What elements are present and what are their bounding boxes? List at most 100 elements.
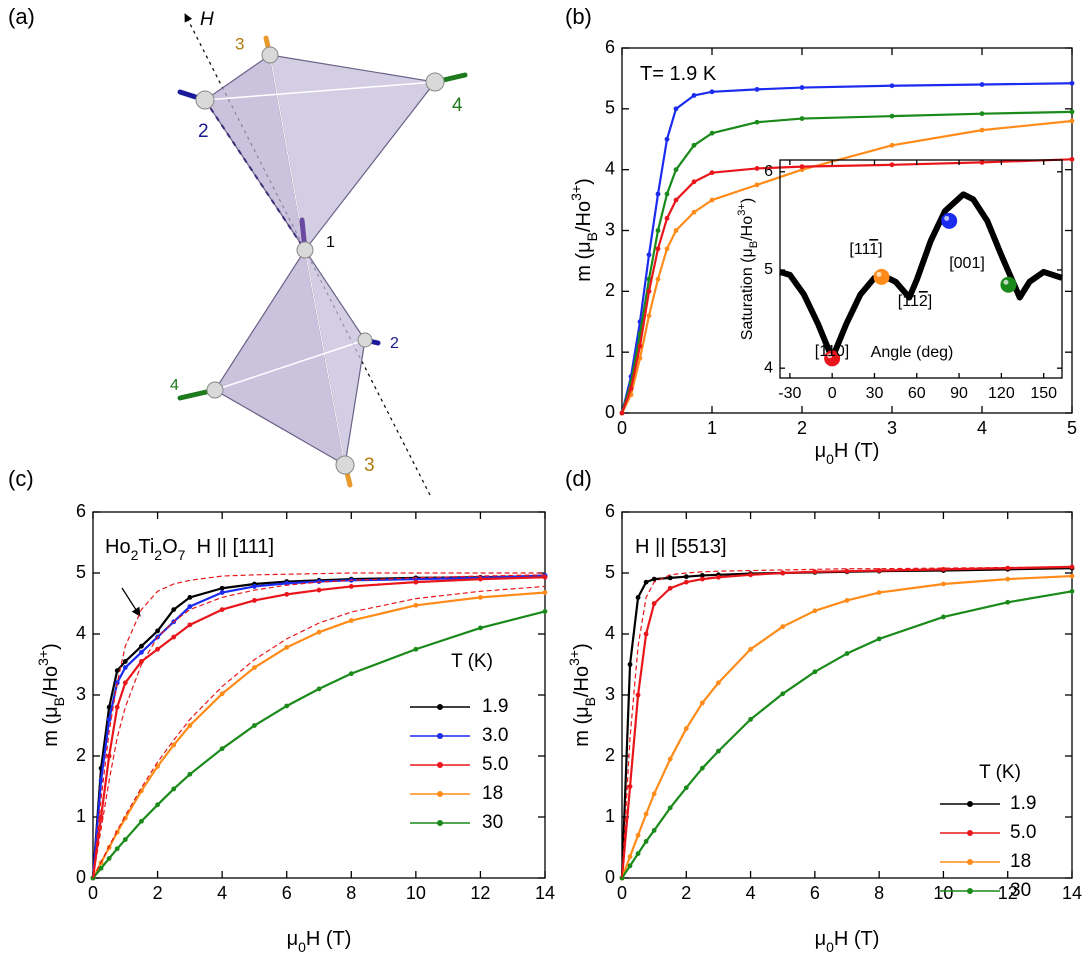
data-point xyxy=(478,576,483,582)
x-tick-label: 4 xyxy=(217,883,227,903)
text-segment: B xyxy=(582,697,598,706)
x-tick-label: 12 xyxy=(470,883,490,903)
data-line xyxy=(91,576,546,879)
text-segment: ) xyxy=(571,643,593,650)
x-tick-label: 6 xyxy=(282,883,292,903)
data-point xyxy=(646,313,652,319)
data-point xyxy=(979,82,985,87)
data-point xyxy=(655,246,661,252)
atom xyxy=(296,241,314,259)
data-point xyxy=(284,591,290,597)
data-point xyxy=(889,113,895,119)
text-segment: 7 xyxy=(178,547,186,563)
data-point xyxy=(284,703,290,709)
text-segment: Angle (deg) xyxy=(871,344,954,361)
atom xyxy=(206,381,224,399)
x-tick-label: 150 xyxy=(1030,385,1057,402)
data-point xyxy=(155,802,160,808)
data-point xyxy=(187,771,193,777)
data-point xyxy=(709,197,715,203)
data-point xyxy=(478,595,483,600)
x-tick-label: 0 xyxy=(617,883,627,903)
x-axis-label: Angle (deg) xyxy=(871,344,954,361)
data-point xyxy=(219,590,225,595)
point-highlight xyxy=(827,353,833,359)
atom xyxy=(195,90,215,110)
data-point xyxy=(667,585,673,591)
data-point xyxy=(643,839,649,844)
data-point xyxy=(98,814,104,820)
text-segment: /Ho xyxy=(739,216,756,241)
data-point xyxy=(709,89,715,95)
plot-frame xyxy=(621,511,1073,879)
data-line xyxy=(620,158,1073,414)
y-tick-label: 2 xyxy=(76,745,86,765)
point-highlight xyxy=(1003,279,1009,285)
data-point xyxy=(889,142,895,148)
data-point xyxy=(187,622,193,628)
data-point xyxy=(699,573,705,578)
atom xyxy=(357,332,373,348)
atom xyxy=(335,455,355,475)
data-point xyxy=(655,276,661,282)
y-axis-label: m (μB/Ho3+) xyxy=(35,643,67,747)
site-label: 2 xyxy=(198,121,209,142)
x-tick-label: 2 xyxy=(153,883,163,903)
direction-label: [001] xyxy=(949,255,985,272)
x-tick-label: 90 xyxy=(950,385,968,402)
data-point xyxy=(171,742,177,748)
data-point xyxy=(619,410,625,416)
data-point xyxy=(876,568,882,573)
data-point xyxy=(812,569,818,575)
legend-label: 1.9 xyxy=(1010,793,1036,814)
data-point xyxy=(316,587,322,593)
y-tick-label: 4 xyxy=(76,623,86,643)
edge xyxy=(269,54,306,251)
data-point xyxy=(1069,573,1075,579)
legend-marker xyxy=(967,830,973,836)
annotation: Ho2Ti2O7 H || [111] xyxy=(105,536,274,562)
data-point xyxy=(754,119,760,125)
data-point xyxy=(114,846,120,852)
data-point xyxy=(699,576,705,582)
text-segment: B xyxy=(584,232,600,241)
y-tick-label: 6 xyxy=(605,37,615,57)
text-segment: 1 xyxy=(869,241,878,258)
direction-point xyxy=(873,268,890,285)
data-point xyxy=(628,386,634,392)
text-segment: B xyxy=(51,697,67,706)
data-point xyxy=(171,786,177,792)
data-point xyxy=(941,614,946,620)
data-point xyxy=(979,111,985,117)
text-segment: 2 xyxy=(131,547,139,563)
data-point xyxy=(1069,109,1075,115)
y-tick-label: 2 xyxy=(605,745,615,765)
site-label: 4 xyxy=(170,377,179,394)
data-point xyxy=(155,628,160,634)
text-segment: ) xyxy=(573,178,595,185)
data-point xyxy=(122,659,128,664)
atom xyxy=(425,72,445,92)
data-point xyxy=(664,136,670,142)
panel-label: (a) xyxy=(8,4,35,29)
text-segment: μ xyxy=(815,928,827,950)
text-segment: 3+ xyxy=(566,650,582,666)
y-axis-label: m (μB/Ho3+) xyxy=(566,643,598,747)
text-segment: /Ho xyxy=(571,666,593,697)
data-point xyxy=(1069,564,1075,570)
direction-label: [111] xyxy=(849,241,882,258)
data-point xyxy=(651,828,657,833)
x-tick-label: 30 xyxy=(866,385,884,402)
data-point xyxy=(651,791,657,797)
data-point xyxy=(155,646,160,652)
x-tick-label: 8 xyxy=(346,883,356,903)
annotation: T= 1.9 K xyxy=(640,63,717,85)
text-segment: [001] xyxy=(949,255,985,272)
data-point xyxy=(413,646,419,652)
data-point xyxy=(635,832,641,838)
data-point xyxy=(780,570,786,576)
data-point xyxy=(748,572,753,578)
x-tick-label: 6 xyxy=(810,883,820,903)
data-point xyxy=(478,625,483,631)
